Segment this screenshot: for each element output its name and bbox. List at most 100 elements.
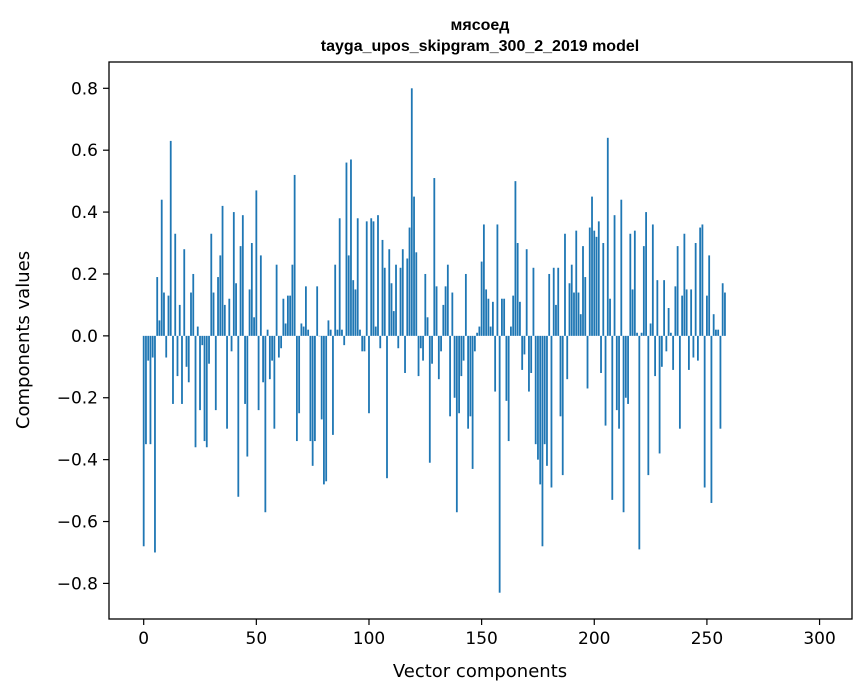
bar [650, 323, 652, 335]
bar [695, 243, 697, 336]
bar [188, 336, 190, 382]
bar [521, 336, 523, 370]
bar [278, 336, 280, 358]
bar [557, 268, 559, 336]
bar [429, 336, 431, 463]
bar [379, 336, 381, 348]
bar [156, 277, 158, 336]
bar [501, 299, 503, 336]
bar [222, 206, 224, 336]
bar [512, 296, 514, 336]
bar [334, 265, 336, 336]
bar [152, 336, 154, 358]
bar [348, 255, 350, 335]
bar [593, 231, 595, 336]
plot-frame [109, 62, 852, 619]
bar [226, 336, 228, 429]
y-tick-label: −0.2 [57, 389, 98, 409]
bar [418, 336, 420, 376]
bar [706, 296, 708, 336]
bar [589, 228, 591, 336]
bar [670, 333, 672, 336]
bar [373, 221, 375, 335]
bar [352, 280, 354, 336]
bar [206, 336, 208, 447]
bar [409, 228, 411, 336]
bar [661, 336, 663, 367]
bar [620, 200, 622, 336]
bar [519, 302, 521, 336]
bar [287, 296, 289, 336]
bar [654, 336, 656, 376]
x-tick-label: 0 [138, 629, 149, 649]
bar [598, 221, 600, 335]
bar [530, 336, 532, 373]
bar [609, 299, 611, 336]
bar [456, 336, 458, 512]
y-tick-label: 0.4 [71, 203, 98, 223]
bar [341, 330, 343, 336]
bar [174, 234, 176, 336]
y-tick-label: 0.2 [71, 265, 98, 285]
bar [445, 286, 447, 336]
bar [215, 336, 217, 410]
bar [143, 336, 145, 546]
bar [458, 336, 460, 413]
bar [625, 336, 627, 398]
bar [255, 190, 257, 335]
bar [420, 336, 422, 348]
bar [393, 311, 395, 336]
bar [204, 336, 206, 441]
bar [467, 336, 469, 429]
bar [165, 336, 167, 358]
bar [551, 336, 553, 488]
bar [294, 175, 296, 336]
bar [539, 336, 541, 485]
bar [397, 336, 399, 348]
bar [454, 336, 456, 398]
bar [476, 333, 478, 336]
x-axis-ticks: 0 50 100 150 200 250 300 [138, 619, 836, 649]
bar [562, 336, 564, 475]
bar [677, 246, 679, 336]
bar [713, 314, 715, 336]
bar [183, 249, 185, 336]
bar [584, 277, 586, 336]
bar [668, 308, 670, 336]
bar [600, 336, 602, 373]
bar-chart: мясоед tayga_upos_skipgram_300_2_2019 mo… [0, 0, 867, 696]
bar [627, 336, 629, 404]
bar [251, 243, 253, 336]
bar [492, 302, 494, 336]
y-tick-label: −0.8 [57, 574, 98, 594]
bar [447, 265, 449, 336]
bar [708, 255, 710, 335]
bar [616, 336, 618, 410]
bar [267, 330, 269, 336]
bar [508, 336, 510, 441]
bar [587, 336, 589, 389]
x-axis-label: Vector components [393, 661, 567, 682]
bar [224, 305, 226, 336]
bar [537, 336, 539, 460]
bar [472, 336, 474, 469]
bar [346, 163, 348, 336]
bar [237, 336, 239, 497]
bar [375, 327, 377, 336]
bar [305, 286, 307, 336]
bar [242, 215, 244, 336]
bar [503, 299, 505, 336]
x-tick-label: 50 [246, 629, 268, 649]
bar [494, 336, 496, 392]
y-axis-ticks: −0.8 −0.6 −0.4 −0.2 0.0 0.2 0.4 0.6 0.8 [57, 79, 109, 594]
bar [307, 330, 309, 336]
bar [699, 228, 701, 336]
bar [659, 336, 661, 454]
bar [201, 336, 203, 345]
bar [431, 336, 433, 364]
bar [181, 336, 183, 404]
bar [386, 336, 388, 478]
y-tick-label: 0.6 [71, 141, 98, 161]
bar [285, 323, 287, 335]
bar [517, 243, 519, 336]
